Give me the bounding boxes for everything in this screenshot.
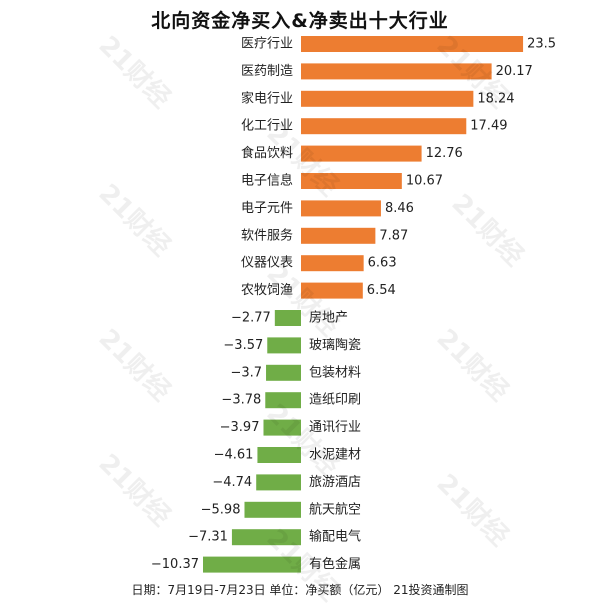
category-label: 家电行业: [241, 90, 293, 106]
category-label: 通讯行业: [309, 420, 361, 435]
bar-医药制造: [301, 63, 492, 80]
value-label: 20.17: [496, 64, 533, 79]
value-label: −10.37: [151, 557, 199, 572]
bar-玻璃陶瓷: [267, 337, 301, 354]
bar-电子信息: [301, 173, 402, 189]
value-label: −3.7: [230, 365, 262, 380]
value-label: −5.98: [201, 502, 241, 517]
category-label: 农牧饲渔: [241, 283, 293, 298]
value-label: 17.49: [470, 119, 507, 134]
category-label: 仪器仪表: [241, 256, 293, 271]
category-label: 食品饮料: [241, 145, 293, 161]
bar-通讯行业: [263, 419, 301, 436]
bar-水泥建材: [257, 447, 301, 463]
value-label: −4.61: [214, 448, 254, 463]
chart-title: 北向资金净买入&净卖出十大行业: [151, 10, 449, 32]
category-label: 水泥建材: [309, 448, 361, 463]
value-label: −7.31: [188, 530, 228, 545]
bar-食品饮料: [301, 145, 422, 162]
value-label: −3.78: [221, 393, 261, 408]
value-label: 6.54: [367, 283, 396, 298]
value-label: −3.97: [220, 420, 260, 435]
bar-造纸印刷: [265, 392, 301, 409]
bar-医疗行业: [301, 36, 524, 52]
bar-输配电气: [231, 529, 301, 546]
value-label: 8.46: [385, 201, 414, 216]
value-label: 7.87: [379, 228, 408, 243]
category-label: 电子信息: [241, 173, 293, 189]
value-label: −4.74: [212, 475, 252, 490]
category-label: 化工行业: [241, 119, 293, 134]
value-label: 18.24: [477, 91, 514, 106]
category-label: 有色金属: [309, 556, 361, 572]
chart-footer: 日期：7月19日-7月23日 单位：净买额（亿元） 21投资通制图: [131, 583, 469, 597]
category-label: 电子元件: [241, 201, 293, 216]
category-label: 房地产: [309, 310, 348, 326]
category-label: 包装材料: [309, 365, 361, 380]
category-label: 玻璃陶瓷: [309, 337, 361, 353]
value-label: 12.76: [426, 146, 463, 161]
value-label: −2.77: [231, 311, 271, 326]
category-label: 航天航空: [309, 501, 361, 517]
bar-电子元件: [301, 200, 381, 217]
category-label: 造纸印刷: [309, 393, 361, 408]
bar-仪器仪表: [301, 255, 364, 272]
value-label: 6.63: [368, 256, 397, 271]
bar-有色金属: [203, 556, 301, 573]
value-label: 10.67: [406, 174, 443, 189]
bar-包装材料: [266, 364, 301, 381]
bar-农牧饲渔: [301, 282, 363, 299]
category-label: 旅游酒店: [309, 475, 361, 490]
category-label: 医疗行业: [241, 37, 293, 52]
bar-家电行业: [301, 90, 474, 107]
category-label: 输配电气: [309, 529, 361, 545]
bar-旅游酒店: [256, 474, 301, 491]
category-label: 医药制造: [241, 64, 293, 79]
value-label: −3.57: [223, 338, 263, 353]
bar-房地产: [274, 310, 301, 326]
bar-航天航空: [244, 501, 301, 518]
category-label: 软件服务: [241, 227, 293, 243]
value-label: 23.5: [527, 37, 556, 52]
bar-化工行业: [301, 118, 467, 135]
bar-软件服务: [301, 227, 376, 244]
